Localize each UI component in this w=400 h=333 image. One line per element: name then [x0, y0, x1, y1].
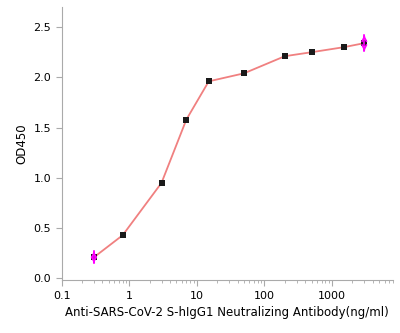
X-axis label: Anti-SARS-CoV-2 S-hIgG1 Neutralizing Antibody(ng/ml): Anti-SARS-CoV-2 S-hIgG1 Neutralizing Ant… [66, 306, 389, 319]
Y-axis label: OD450: OD450 [15, 123, 28, 164]
